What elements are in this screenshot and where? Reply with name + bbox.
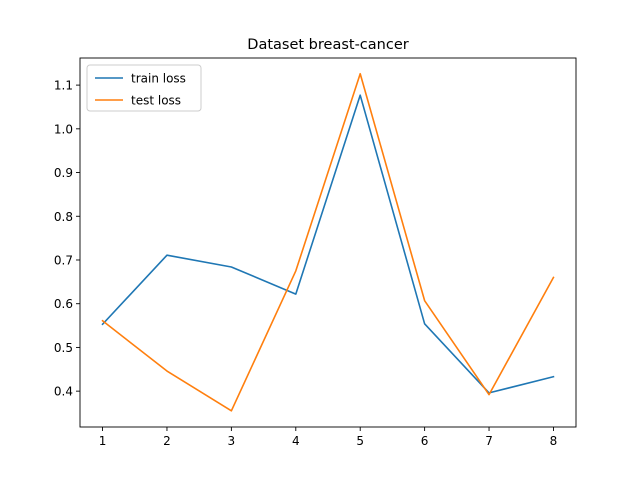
y-tick-label: 0.8: [54, 210, 73, 224]
y-tick-label: 1.1: [54, 79, 73, 93]
y-tick-label: 0.6: [54, 297, 73, 311]
x-tick-label: 1: [99, 434, 107, 448]
legend-label: train loss: [131, 72, 186, 86]
y-tick-label: 0.7: [54, 253, 73, 267]
x-tick-label: 4: [292, 434, 300, 448]
series-line-test-loss: [101, 72, 555, 412]
x-tick-label: 6: [421, 434, 429, 448]
x-tick-label: 8: [550, 434, 558, 448]
chart-title: Dataset breast-cancer: [247, 37, 408, 53]
x-tick-label: 5: [356, 434, 364, 448]
plot-frame: [79, 57, 577, 428]
x-tick-label: 2: [163, 434, 171, 448]
x-tick-label: 7: [485, 434, 493, 448]
axes-layer: 1 2 3 4 5 6 7 8 0.4 0.5 0.6 0.7 0.8 0.9 1.0 1.1: [54, 57, 577, 448]
legend-label: test loss: [131, 94, 181, 108]
y-tick-label: 0.9: [54, 166, 73, 180]
y-tick-label: 1.0: [54, 122, 73, 136]
x-tick-label: 3: [228, 434, 236, 448]
series-line-train-loss: [101, 94, 555, 394]
y-tick-label: 0.5: [54, 341, 73, 355]
y-tick-label: 0.4: [54, 385, 73, 399]
series-layer: [101, 72, 555, 412]
legend: train loss test loss: [86, 64, 202, 112]
